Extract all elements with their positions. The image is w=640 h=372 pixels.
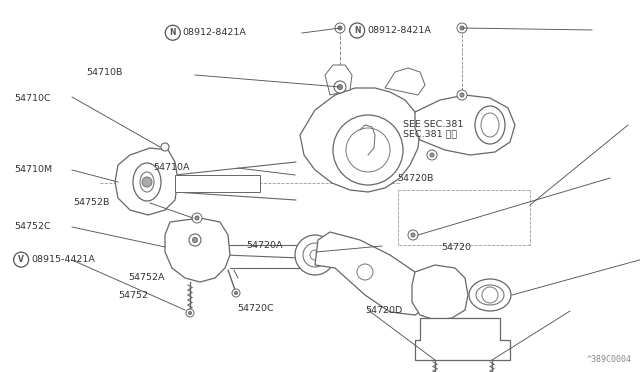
Text: ^389C0004: ^389C0004 bbox=[587, 355, 632, 364]
Circle shape bbox=[333, 115, 403, 185]
Circle shape bbox=[310, 250, 320, 260]
Text: 54752A: 54752A bbox=[128, 273, 164, 282]
Circle shape bbox=[427, 150, 437, 160]
Circle shape bbox=[161, 143, 169, 151]
Text: 08912-8421A: 08912-8421A bbox=[367, 26, 431, 35]
Circle shape bbox=[408, 230, 418, 240]
Text: 54752: 54752 bbox=[118, 291, 148, 300]
Circle shape bbox=[295, 235, 335, 275]
Ellipse shape bbox=[481, 113, 499, 137]
Circle shape bbox=[346, 128, 390, 172]
Text: SEE SEC.381: SEE SEC.381 bbox=[403, 120, 463, 129]
Circle shape bbox=[232, 289, 240, 297]
Circle shape bbox=[457, 90, 467, 100]
Polygon shape bbox=[415, 95, 515, 155]
Text: 54720A: 54720A bbox=[246, 241, 283, 250]
Text: 54752B: 54752B bbox=[74, 198, 110, 207]
Polygon shape bbox=[415, 318, 510, 360]
Circle shape bbox=[430, 153, 434, 157]
Text: 54710A: 54710A bbox=[154, 163, 190, 172]
Polygon shape bbox=[165, 218, 230, 282]
Circle shape bbox=[338, 26, 342, 30]
Circle shape bbox=[334, 81, 346, 93]
Text: 54720D: 54720D bbox=[365, 306, 402, 315]
Circle shape bbox=[193, 237, 198, 243]
Polygon shape bbox=[412, 265, 468, 320]
Text: 54720C: 54720C bbox=[237, 304, 273, 313]
Text: V: V bbox=[18, 255, 24, 264]
Polygon shape bbox=[385, 68, 425, 95]
Ellipse shape bbox=[475, 106, 505, 144]
Circle shape bbox=[349, 23, 365, 38]
Circle shape bbox=[335, 23, 345, 33]
Circle shape bbox=[189, 311, 191, 314]
Text: 54710M: 54710M bbox=[14, 165, 52, 174]
Polygon shape bbox=[175, 175, 260, 192]
Circle shape bbox=[142, 177, 152, 187]
Text: 54710C: 54710C bbox=[14, 94, 51, 103]
Text: SEC.381 参照: SEC.381 参照 bbox=[403, 129, 458, 138]
Text: 08912-8421A: 08912-8421A bbox=[183, 28, 246, 37]
Polygon shape bbox=[315, 232, 430, 315]
Circle shape bbox=[165, 25, 180, 40]
Text: 54720B: 54720B bbox=[397, 174, 433, 183]
Polygon shape bbox=[300, 88, 420, 192]
Circle shape bbox=[13, 252, 29, 267]
Circle shape bbox=[303, 243, 327, 267]
Circle shape bbox=[357, 264, 373, 280]
Ellipse shape bbox=[469, 279, 511, 311]
Text: 54710B: 54710B bbox=[86, 68, 123, 77]
Text: N: N bbox=[354, 26, 360, 35]
Text: 54720: 54720 bbox=[442, 243, 472, 252]
Circle shape bbox=[337, 84, 342, 90]
Circle shape bbox=[457, 23, 467, 33]
Text: 08915-4421A: 08915-4421A bbox=[31, 255, 95, 264]
Polygon shape bbox=[115, 148, 178, 215]
Circle shape bbox=[482, 287, 498, 303]
Ellipse shape bbox=[133, 163, 161, 201]
Circle shape bbox=[192, 213, 202, 223]
Circle shape bbox=[411, 233, 415, 237]
Ellipse shape bbox=[140, 172, 154, 192]
Circle shape bbox=[186, 309, 194, 317]
Circle shape bbox=[460, 93, 464, 97]
Circle shape bbox=[189, 234, 201, 246]
Ellipse shape bbox=[476, 285, 504, 305]
Circle shape bbox=[195, 216, 199, 220]
Polygon shape bbox=[325, 65, 352, 95]
Circle shape bbox=[460, 26, 464, 30]
Text: 54752C: 54752C bbox=[14, 222, 51, 231]
Circle shape bbox=[234, 292, 237, 295]
Text: N: N bbox=[170, 28, 176, 37]
